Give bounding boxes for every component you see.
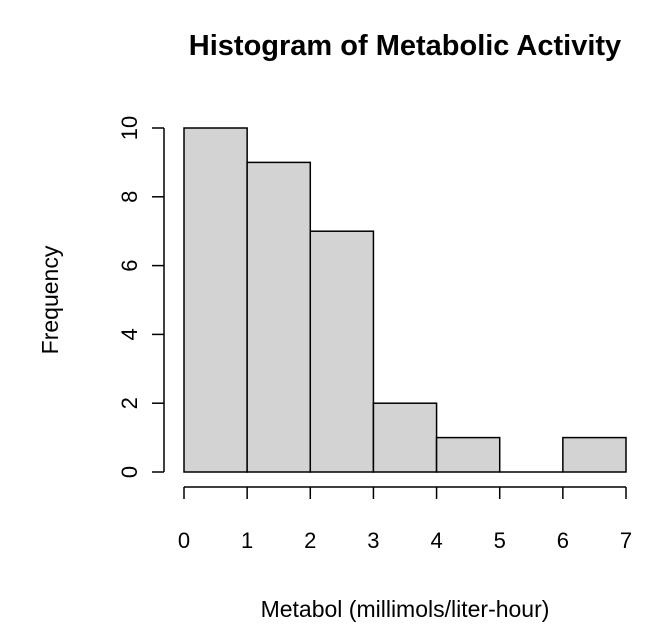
y-tick-label: 10 bbox=[117, 116, 142, 140]
x-tick-label: 6 bbox=[557, 528, 569, 553]
y-axis-label: Frequency bbox=[37, 245, 63, 354]
y-tick-label: 4 bbox=[117, 328, 142, 340]
x-tick-label: 7 bbox=[620, 528, 632, 553]
y-tick-label: 0 bbox=[117, 466, 142, 478]
histogram-bar bbox=[183, 127, 248, 473]
bars-group bbox=[183, 127, 627, 473]
x-tick-label: 1 bbox=[241, 528, 253, 553]
histogram-bar bbox=[562, 436, 627, 473]
y-tick-label: 6 bbox=[117, 259, 142, 271]
x-tick-label: 3 bbox=[367, 528, 379, 553]
y-axis: 0 2 4 6 8 10 bbox=[117, 116, 165, 478]
histogram-bar bbox=[309, 230, 375, 473]
histogram-bar bbox=[372, 402, 438, 473]
chart-title: Histogram of Metabolic Activity bbox=[189, 30, 621, 62]
x-axis: 0 1 2 3 4 5 6 7 bbox=[178, 486, 632, 553]
y-tick-label: 2 bbox=[117, 397, 142, 409]
histogram-bar bbox=[246, 161, 312, 473]
histogram-bar bbox=[435, 436, 501, 473]
x-axis-label: Metabol (millimols/liter-hour) bbox=[261, 596, 550, 622]
x-tick-label: 2 bbox=[304, 528, 316, 553]
x-tick-label: 5 bbox=[494, 528, 506, 553]
x-tick-label: 0 bbox=[178, 528, 190, 553]
x-tick-label: 4 bbox=[430, 528, 442, 553]
y-tick-label: 8 bbox=[117, 191, 142, 203]
